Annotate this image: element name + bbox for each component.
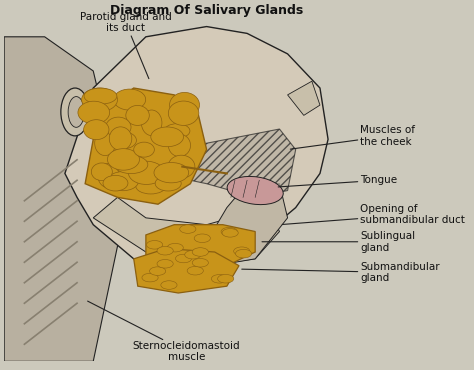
Polygon shape <box>85 88 207 204</box>
Ellipse shape <box>109 132 137 149</box>
Ellipse shape <box>192 248 209 256</box>
Polygon shape <box>288 81 320 115</box>
Text: Sublingual
gland: Sublingual gland <box>262 231 416 253</box>
Ellipse shape <box>154 162 189 183</box>
Ellipse shape <box>108 149 139 170</box>
Ellipse shape <box>134 142 155 157</box>
Ellipse shape <box>163 162 186 178</box>
Ellipse shape <box>167 243 183 252</box>
Text: Parotid gland and
its duct: Parotid gland and its duct <box>80 12 172 79</box>
Ellipse shape <box>91 163 112 181</box>
Ellipse shape <box>114 89 146 110</box>
Ellipse shape <box>234 247 250 256</box>
Polygon shape <box>65 27 328 266</box>
Polygon shape <box>93 197 280 266</box>
Polygon shape <box>134 249 239 293</box>
Polygon shape <box>4 37 126 361</box>
Ellipse shape <box>157 246 173 255</box>
Ellipse shape <box>168 101 199 125</box>
Ellipse shape <box>149 267 166 275</box>
Ellipse shape <box>82 88 118 112</box>
Ellipse shape <box>83 120 109 139</box>
Ellipse shape <box>107 172 138 191</box>
Ellipse shape <box>180 225 196 233</box>
Ellipse shape <box>157 259 173 268</box>
Ellipse shape <box>114 155 148 174</box>
Ellipse shape <box>161 281 177 289</box>
Ellipse shape <box>221 228 237 236</box>
Ellipse shape <box>236 249 252 258</box>
Ellipse shape <box>222 229 238 237</box>
Title: Diagram Of Salivary Glands: Diagram Of Salivary Glands <box>110 4 303 17</box>
Polygon shape <box>146 129 296 197</box>
Ellipse shape <box>227 176 283 205</box>
Ellipse shape <box>211 275 228 283</box>
Ellipse shape <box>170 92 200 117</box>
Ellipse shape <box>164 124 190 138</box>
Ellipse shape <box>128 161 164 184</box>
Ellipse shape <box>218 275 234 283</box>
Ellipse shape <box>194 234 210 242</box>
Ellipse shape <box>142 273 158 282</box>
Ellipse shape <box>68 97 84 127</box>
Ellipse shape <box>168 134 191 157</box>
Ellipse shape <box>175 254 191 263</box>
Ellipse shape <box>140 168 165 186</box>
Ellipse shape <box>61 88 89 136</box>
Ellipse shape <box>192 259 209 267</box>
Ellipse shape <box>98 164 119 188</box>
Ellipse shape <box>155 176 181 191</box>
Ellipse shape <box>106 117 131 137</box>
Ellipse shape <box>84 88 117 104</box>
Ellipse shape <box>187 266 203 275</box>
Text: Tongue: Tongue <box>278 175 398 187</box>
Ellipse shape <box>103 175 128 191</box>
Polygon shape <box>146 225 255 269</box>
Ellipse shape <box>126 105 149 125</box>
Ellipse shape <box>168 155 195 178</box>
Text: Muscles of
the cheek: Muscles of the cheek <box>291 125 415 149</box>
Ellipse shape <box>95 131 116 155</box>
Text: Opening of
submandibular duct: Opening of submandibular duct <box>282 204 465 225</box>
Ellipse shape <box>146 240 163 249</box>
Ellipse shape <box>141 110 162 135</box>
Text: Submandibular
gland: Submandibular gland <box>242 262 440 283</box>
Ellipse shape <box>109 127 132 150</box>
Ellipse shape <box>185 250 201 259</box>
Text: Sternocleidomastoid
muscle: Sternocleidomastoid muscle <box>88 301 240 363</box>
Ellipse shape <box>151 127 183 147</box>
Polygon shape <box>207 184 288 266</box>
Ellipse shape <box>78 101 109 124</box>
Ellipse shape <box>136 178 166 194</box>
